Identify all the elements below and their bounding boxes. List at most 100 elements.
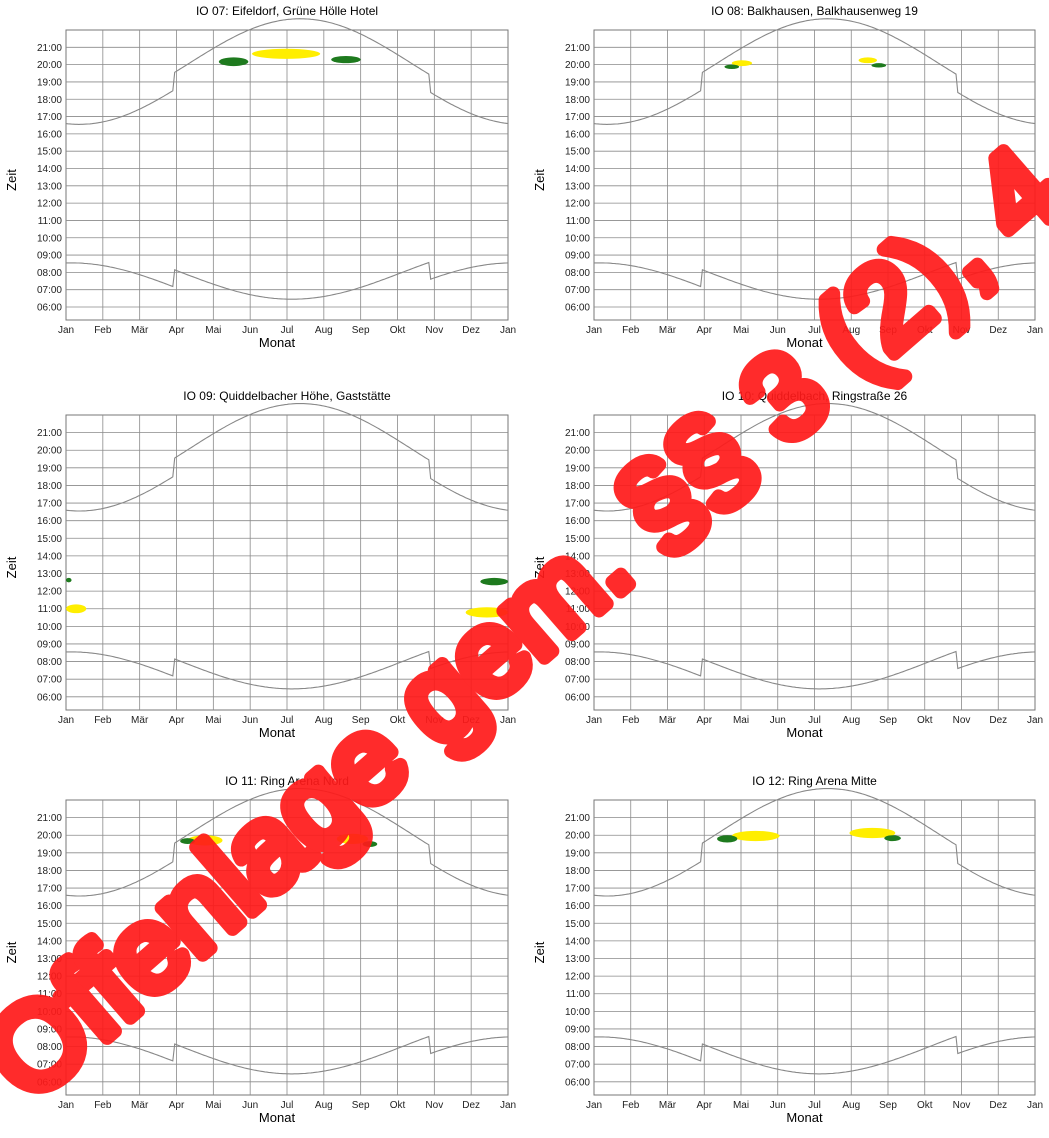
y-tick-label: 21:00 (37, 813, 62, 824)
sunrise-line (66, 650, 509, 690)
y-tick-label: 10:00 (565, 233, 590, 244)
x-tick-label: Mai (733, 715, 749, 726)
y-tick-label: 09:00 (565, 1024, 590, 1035)
x-tick-label: Mai (205, 1100, 221, 1111)
y-tick-label: 21:00 (37, 428, 62, 439)
y-tick-label: 19:00 (37, 848, 62, 859)
y-tick-label: 14:00 (37, 164, 62, 175)
x-tick-label: Okt (917, 715, 933, 726)
x-tick-label: Sep (352, 715, 370, 726)
y-tick-label: 15:00 (37, 534, 62, 545)
x-tick-label: Dez (989, 1100, 1007, 1111)
x-tick-label: Nov (425, 715, 443, 726)
sunset-line (65, 788, 509, 897)
chart-title: IO 09: Quiddelbacher Höhe, Gaststätte (183, 389, 391, 403)
chart-title: IO 08: Balkhausen, Balkhausenweg 19 (711, 4, 918, 18)
y-tick-label: 20:00 (37, 60, 62, 71)
chart-title: IO 12: Ring Arena Mitte (752, 774, 877, 788)
y-tick-label: 07:00 (37, 675, 62, 686)
y-tick-label: 11:00 (566, 604, 591, 615)
x-tick-label: Nov (425, 325, 443, 336)
x-tick-label: Dez (462, 325, 480, 336)
x-tick-label: Mai (205, 325, 221, 336)
y-tick-label: 14:00 (565, 164, 590, 175)
y-tick-label: 06:00 (565, 692, 590, 703)
sunrise-line (66, 261, 509, 300)
y-tick-label: 14:00 (37, 936, 62, 947)
y-tick-label: 12:00 (565, 587, 590, 598)
sunrise-line (594, 261, 1036, 300)
sunrise-line (594, 1035, 1036, 1075)
sunset-line (593, 18, 1036, 125)
y-tick-label: 15:00 (37, 147, 62, 158)
x-tick-label: Okt (917, 325, 933, 336)
x-tick-label: Sep (879, 715, 897, 726)
y-tick-label: 09:00 (37, 639, 62, 650)
x-tick-label: Jul (808, 325, 821, 336)
y-tick-label: 19:00 (37, 463, 62, 474)
x-tick-label: Apr (169, 325, 185, 336)
sunset-line (65, 18, 509, 125)
x-tick-label: Feb (622, 715, 640, 726)
y-axis-label: Zeit (532, 556, 547, 578)
x-tick-label: Mär (659, 715, 677, 726)
glare-yellow-area (731, 60, 753, 67)
y-tick-label: 12:00 (37, 587, 62, 598)
y-tick-label: 06:00 (37, 303, 62, 314)
glare-green-area (66, 577, 72, 583)
y-tick-label: 12:00 (565, 972, 590, 983)
y-tick-label: 17:00 (565, 884, 590, 895)
chart-panel-4: Jan Feb Mär Apr Mai Jun Jul Aug Sep Okt Nov Dez Jan 0… (532, 389, 1043, 740)
glare-green-area (724, 64, 740, 69)
x-tick-label: Mai (205, 715, 221, 726)
y-tick-label: 20:00 (37, 446, 62, 457)
y-tick-label: 11:00 (38, 216, 63, 227)
y-tick-label: 07:00 (37, 285, 62, 296)
x-tick-label: Jan (58, 715, 74, 726)
x-tick-label: Apr (696, 1100, 712, 1111)
glare-green-area (884, 835, 901, 842)
x-tick-label: Mär (131, 1100, 149, 1111)
x-tick-label: Okt (390, 1100, 406, 1111)
y-tick-label: 15:00 (565, 147, 590, 158)
x-tick-label: Jan (586, 1100, 602, 1111)
x-tick-label: Aug (315, 325, 333, 336)
y-tick-label: 17:00 (37, 112, 62, 123)
x-tick-label: Jul (281, 715, 294, 726)
y-tick-label: 12:00 (37, 199, 62, 210)
x-tick-label: Jan (1027, 325, 1043, 336)
sunset-line (593, 403, 1036, 512)
y-tick-label: 16:00 (565, 129, 590, 140)
x-tick-label: Apr (696, 325, 712, 336)
x-tick-label: Sep (879, 1100, 897, 1111)
y-tick-label: 18:00 (565, 866, 590, 877)
y-tick-label: 17:00 (565, 499, 590, 510)
chart-panel-5: Jan Feb Mär Apr Mai Jun Jul Aug Sep Okt Nov Dez Jan 0… (4, 774, 516, 1125)
x-tick-label: Feb (622, 1100, 640, 1111)
x-tick-label: Jul (808, 1100, 821, 1111)
chart-title: IO 11: Ring Arena Nord (225, 774, 349, 788)
x-tick-label: Okt (390, 715, 406, 726)
x-axis-label: Monat (786, 725, 823, 740)
y-tick-label: 06:00 (565, 1077, 590, 1088)
x-tick-label: Mär (131, 715, 149, 726)
y-tick-label: 20:00 (37, 831, 62, 842)
x-tick-label: Aug (315, 715, 333, 726)
x-axis-label: Monat (786, 335, 823, 350)
x-tick-label: Feb (622, 325, 640, 336)
y-tick-label: 16:00 (37, 516, 62, 527)
glare-yellow-area (336, 833, 369, 845)
y-tick-label: 08:00 (37, 657, 62, 668)
x-tick-label: Aug (842, 1100, 860, 1111)
y-tick-label: 19:00 (37, 77, 62, 88)
y-tick-label: 21:00 (565, 428, 590, 439)
glare-green-area (362, 841, 378, 847)
glare-green-area (480, 577, 508, 586)
y-tick-label: 19:00 (565, 848, 590, 859)
x-tick-label: Jan (1027, 1100, 1043, 1111)
x-tick-label: Jan (1027, 715, 1043, 726)
x-tick-label: Mai (733, 1100, 749, 1111)
x-tick-label: Jan (58, 325, 74, 336)
y-tick-label: 14:00 (565, 551, 590, 562)
y-tick-label: 15:00 (565, 534, 590, 545)
